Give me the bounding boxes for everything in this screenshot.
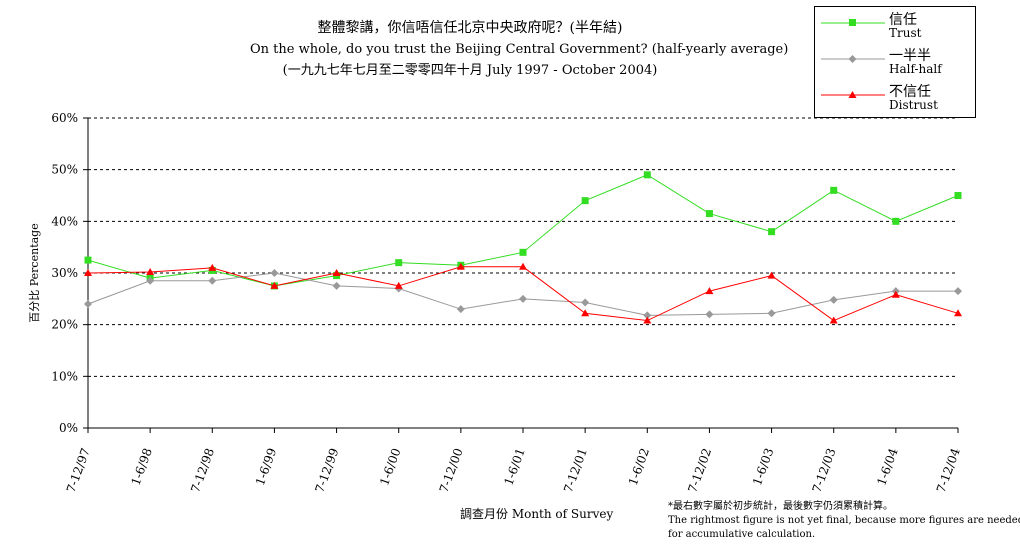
x-axis-title: 調查月份 Month of Survey xyxy=(460,507,614,521)
x-tick-label: 1-6/04 xyxy=(874,446,900,487)
data-point xyxy=(519,248,527,256)
chart-title-block: 整體黎講，你信唔信任北京中央政府呢？(半年結) On the whole, do… xyxy=(250,18,789,81)
x-tick-label: 1-6/98 xyxy=(129,446,155,487)
x-tick-label: 7-12/98 xyxy=(188,446,217,494)
chart-title-chinese: 整體黎講，你信唔信任北京中央政府呢？(半年結) xyxy=(317,20,623,36)
x-tick-label: 7-12/97 xyxy=(64,446,93,494)
data-point xyxy=(892,217,900,225)
data-point xyxy=(829,316,838,324)
data-point xyxy=(829,295,838,304)
data-point xyxy=(456,262,465,270)
y-tick-label: 50% xyxy=(51,163,78,177)
x-tick-label: 7-12/04 xyxy=(934,446,963,495)
data-point xyxy=(208,276,217,285)
data-point xyxy=(332,269,341,276)
data-point xyxy=(768,228,776,236)
data-point xyxy=(581,309,590,317)
legend-label-distrust: 不信任 xyxy=(889,84,931,100)
data-point xyxy=(395,259,403,267)
legend-item-half: 一半半 Half-half xyxy=(815,43,975,79)
data-point xyxy=(84,300,92,308)
data-point xyxy=(581,298,590,307)
x-tick-label: 1-6/02 xyxy=(626,446,652,487)
x-tick-label: 7-12/03 xyxy=(810,446,839,494)
footnote: *最右數字屬於初步統計，最後數字仍須累積計算。 The rightmost fi… xyxy=(668,500,1020,542)
footnote-line-3: for accumulative calculation. xyxy=(668,529,816,540)
y-tick-label: 0% xyxy=(59,421,78,435)
y-axis-title: 百分比 Percentage xyxy=(28,223,41,323)
legend-sublabel-half: Half-half xyxy=(889,62,942,76)
x-tick-label: 1-6/99 xyxy=(253,446,279,487)
data-point xyxy=(146,276,155,285)
legend-marker-distrust xyxy=(821,91,885,98)
data-point xyxy=(270,269,279,277)
data-point xyxy=(581,197,589,205)
chart-title-english: On the whole, do you trust the Beijing C… xyxy=(250,42,789,57)
data-point xyxy=(146,267,155,275)
data-point xyxy=(767,271,776,279)
data-point xyxy=(643,171,651,179)
data-point xyxy=(84,269,92,276)
legend-label-half: 一半半 xyxy=(889,48,931,64)
data-point xyxy=(208,263,217,271)
legend-marker-half xyxy=(821,55,885,63)
data-point xyxy=(643,316,652,324)
data-point xyxy=(456,305,465,314)
y-tick-label: 30% xyxy=(51,266,78,280)
data-point xyxy=(767,309,776,318)
data-point xyxy=(705,210,713,218)
data-point xyxy=(643,311,652,320)
data-point xyxy=(891,290,900,298)
data-point xyxy=(705,310,714,319)
data-point xyxy=(84,256,92,264)
legend-sublabel-trust: Trust xyxy=(889,26,922,40)
x-tick-label: 1-6/00 xyxy=(377,446,403,487)
footnote-line-2: The rightmost figure is not yet final, b… xyxy=(668,515,1020,526)
data-point xyxy=(705,287,714,295)
chart-legend: 信任 Trust 一半半 Half-half 不信任 Distrust xyxy=(814,6,976,118)
chart-subtitle: (一九九七年七月至二零零四年十月 July 1997 - October 200… xyxy=(282,63,658,78)
data-point xyxy=(519,294,527,303)
y-tick-label: 10% xyxy=(51,369,78,383)
legend-label-trust: 信任 xyxy=(889,12,917,28)
data-point xyxy=(270,281,279,289)
x-tick-label: 1-6/01 xyxy=(501,446,527,487)
data-point xyxy=(394,281,403,289)
x-tick-label: 7-12/01 xyxy=(561,446,590,494)
data-point xyxy=(519,262,527,270)
series-line-distrust xyxy=(87,266,959,322)
data-point xyxy=(954,309,962,317)
y-tick-label: 60% xyxy=(51,111,78,125)
x-tick-label: 7-12/02 xyxy=(685,446,714,494)
legend-marker-trust xyxy=(821,19,885,26)
x-tick-label: 7-12/99 xyxy=(312,446,341,494)
data-point xyxy=(332,281,341,290)
y-tick-label: 40% xyxy=(51,214,78,228)
x-tick-label: 7-12/00 xyxy=(437,446,466,494)
y-tick-label: 20% xyxy=(51,318,78,332)
legend-item-distrust: 不信任 Distrust xyxy=(815,79,975,115)
legend-item-trust: 信任 Trust xyxy=(815,7,975,43)
data-point xyxy=(954,287,962,296)
footnote-line-1: *最右數字屬於初步統計，最後數字仍須累積計算。 xyxy=(668,501,893,512)
data-point xyxy=(830,186,838,194)
series-line-half-half xyxy=(87,272,958,316)
data-point xyxy=(954,192,962,199)
x-tick-label: 1-6/03 xyxy=(750,446,776,487)
legend-sublabel-distrust: Distrust xyxy=(889,98,938,112)
